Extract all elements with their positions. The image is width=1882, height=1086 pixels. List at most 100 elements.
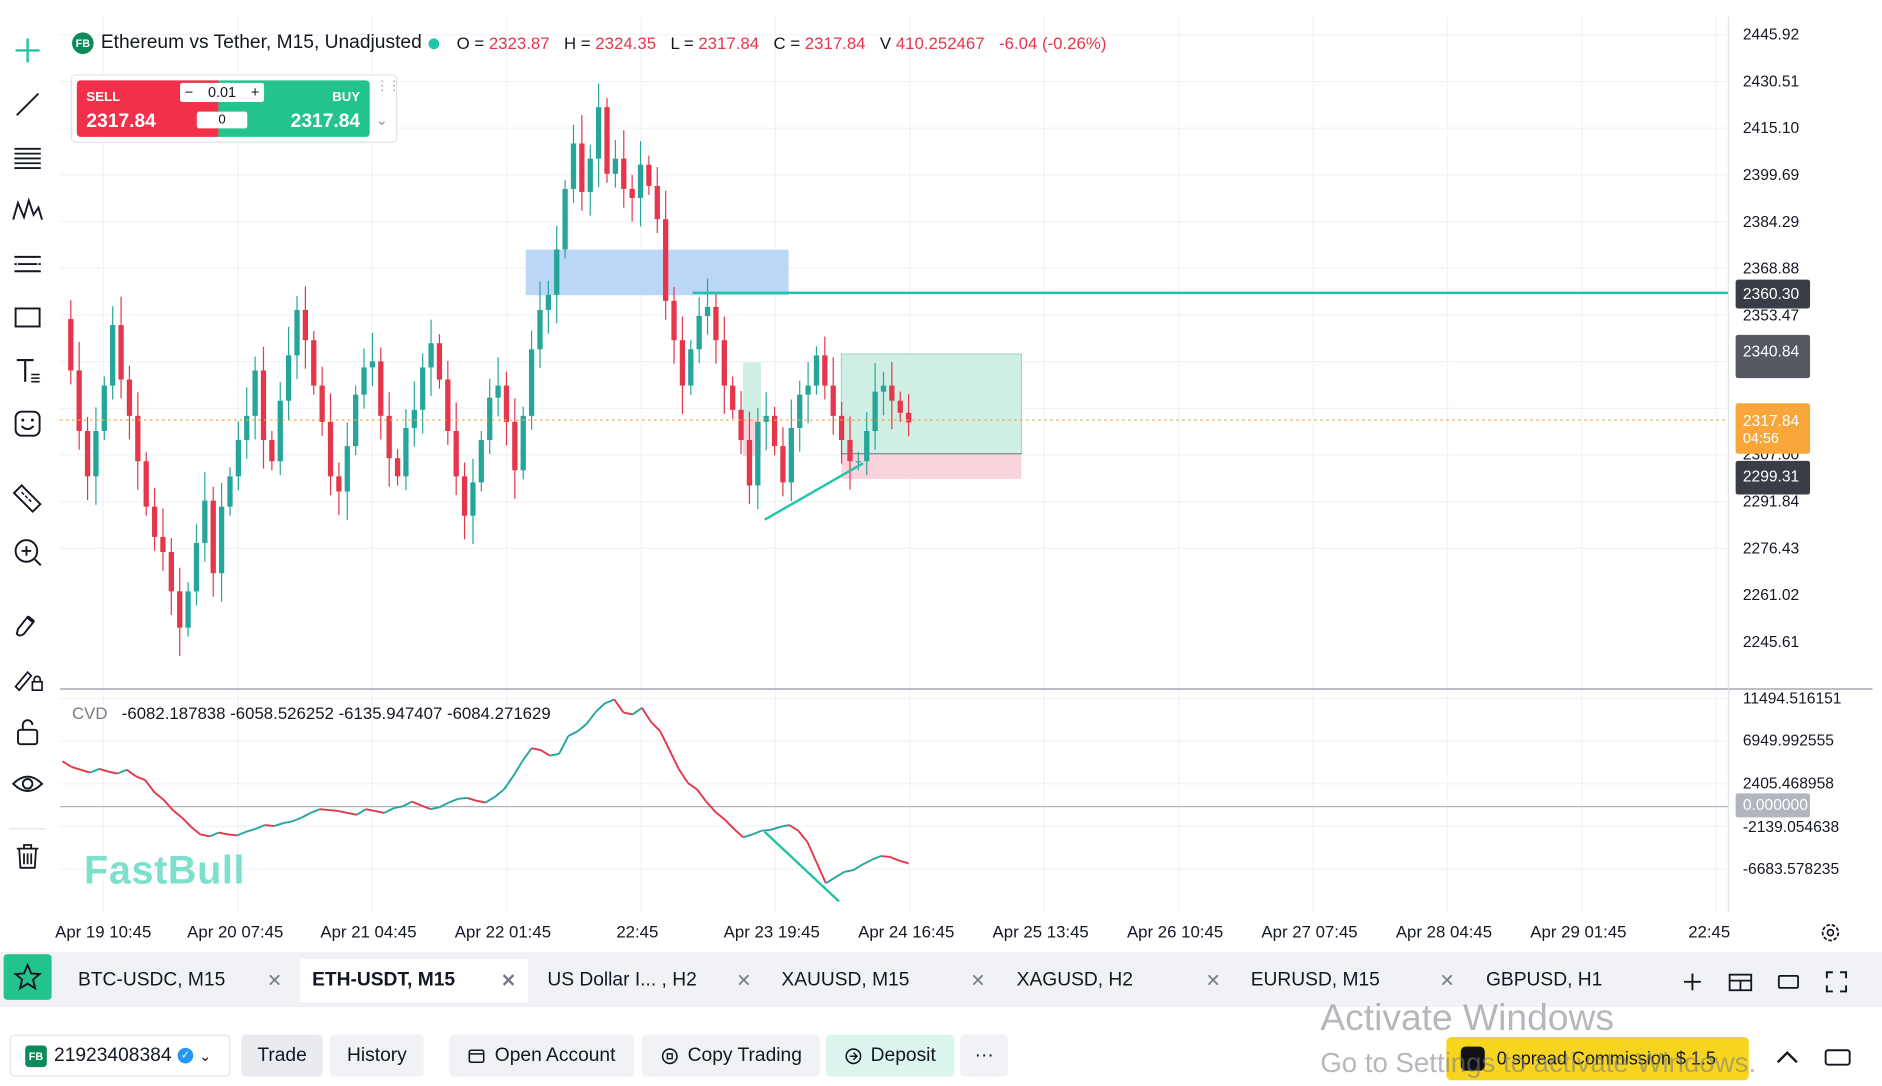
chevron-down-icon[interactable]: ⌄ <box>375 111 388 129</box>
chevron-up-icon[interactable] <box>1772 1042 1803 1073</box>
lock-drawing-brush-icon[interactable] <box>7 657 48 698</box>
cvd-segment <box>604 698 615 705</box>
ruler-measure-tool-icon[interactable] <box>7 478 48 519</box>
tab-eth-usdt[interactable]: ETH-USDT, M15 ✕ <box>300 959 529 1003</box>
candle-body <box>755 421 761 486</box>
increase-qty-button[interactable]: + <box>250 84 260 101</box>
close-tab-icon[interactable]: ✕ <box>1439 971 1455 992</box>
candle-body <box>512 421 518 471</box>
text-tool-icon[interactable] <box>7 350 48 391</box>
close-tab-icon[interactable]: ✕ <box>266 971 283 992</box>
time-tick: Apr 25 13:45 <box>992 921 1089 942</box>
deposit-button[interactable]: Deposit <box>825 1034 955 1077</box>
sell-price: 2317.84 <box>86 111 156 133</box>
price-change: -6.04 (-0.26%) <box>999 33 1107 53</box>
copy-trading-button[interactable]: Copy Trading <box>642 1034 820 1077</box>
time-tick: 22:45 <box>616 921 659 942</box>
close-tab-icon[interactable]: ✕ <box>1205 971 1221 992</box>
more-options-button[interactable]: ··· <box>960 1034 1009 1077</box>
tab-eurusd[interactable]: EURUSD, M15 ✕ <box>1239 959 1467 1002</box>
open-account-button[interactable]: Open Account <box>448 1034 634 1077</box>
trade-button[interactable]: Trade <box>241 1034 323 1077</box>
emoji-sticker-tool-icon[interactable] <box>7 403 48 444</box>
pattern-tool-icon[interactable] <box>7 190 48 231</box>
zoom-in-icon[interactable] <box>7 532 48 573</box>
cvd-label[interactable]: CVD <box>72 703 108 723</box>
quantity-stepper[interactable]: − 0.01 + <box>180 82 265 103</box>
candle-body <box>554 249 560 295</box>
promo-banner[interactable]: 0 spread Commission $ 1.5 <box>1446 1037 1749 1081</box>
candle-body <box>780 446 786 483</box>
candle-body <box>478 440 484 483</box>
trash-icon[interactable] <box>7 835 48 876</box>
layout-grid-icon[interactable] <box>1726 967 1755 996</box>
candle-body <box>277 400 283 462</box>
long-position-stop-zone[interactable] <box>841 453 1022 479</box>
cvd-segment <box>806 841 818 863</box>
candle-body <box>252 370 258 416</box>
candle-body <box>386 415 392 459</box>
close-tab-icon[interactable]: ✕ <box>736 971 752 992</box>
chevron-down-icon: ⌄ <box>199 1047 212 1065</box>
long-position-target-zone[interactable] <box>840 353 1023 455</box>
tab-us-dollar-index[interactable]: US Dollar I... , H2 ✕ <box>535 959 763 1002</box>
close-tab-icon[interactable]: ✕ <box>501 971 517 992</box>
copy-trading-label: Copy Trading <box>687 1044 802 1066</box>
crosshair-tool-icon[interactable] <box>7 30 48 71</box>
cvd-segment <box>292 816 302 823</box>
candle-body <box>738 409 744 441</box>
projection-tool-icon[interactable] <box>7 244 48 285</box>
panel-toggle-icon[interactable] <box>1822 1042 1853 1073</box>
candle-body <box>143 461 149 507</box>
close-tab-icon[interactable]: ✕ <box>970 971 986 992</box>
price-trendline[interactable] <box>763 462 864 521</box>
candle-body <box>637 164 644 198</box>
deposit-label: Deposit <box>870 1044 936 1066</box>
candle-body <box>260 370 267 441</box>
trend-line-tool-icon[interactable] <box>7 84 48 125</box>
cvd-segment <box>834 871 845 879</box>
time-tick: Apr 19 10:45 <box>55 921 152 942</box>
tab-btc-usdc[interactable]: BTC-USDC, M15 ✕ <box>66 959 294 1002</box>
decrease-qty-button[interactable]: − <box>184 84 194 101</box>
account-selector[interactable]: FB 21923408384 ✓ ⌄ <box>9 1034 231 1077</box>
chart-canvas[interactable] <box>0 0 1882 954</box>
cvd-segment <box>494 788 505 798</box>
candle-body <box>805 385 811 395</box>
rectangle-tool-icon[interactable] <box>7 296 48 337</box>
cvd-segment <box>393 805 403 810</box>
candle-body <box>822 355 828 386</box>
add-tab-plus-icon[interactable] <box>1678 967 1707 996</box>
unlock-icon[interactable] <box>7 711 48 752</box>
supply-zone-rectangle[interactable] <box>525 249 789 296</box>
tab-gbpusd[interactable]: GBPUSD, H1 <box>1474 959 1654 1002</box>
drag-handle-icon[interactable]: ⋮⋮ <box>375 79 401 94</box>
tab-xauusd[interactable]: XAUUSD, M15 ✕ <box>769 959 997 1002</box>
favorites-button[interactable] <box>3 954 52 1000</box>
cvd-segment <box>641 707 652 723</box>
cvd-segment <box>365 808 376 812</box>
fullscreen-icon[interactable] <box>1822 967 1851 996</box>
symbol-title[interactable]: Ethereum vs Tether, M15, Unadjusted <box>100 32 422 53</box>
history-button[interactable]: History <box>330 1034 424 1077</box>
candle-body <box>905 412 912 423</box>
chart-settings-gear-icon[interactable] <box>1818 921 1842 945</box>
window-single-icon[interactable] <box>1774 967 1803 996</box>
cvd-trendline[interactable] <box>763 830 840 903</box>
quantity-value[interactable]: 0.01 <box>208 84 237 101</box>
cvd-segment <box>733 828 744 838</box>
cvd-segment <box>503 775 514 791</box>
copy-trading-icon <box>661 1047 678 1064</box>
fib-retracement-tool-icon[interactable] <box>7 137 48 178</box>
candle-body <box>771 415 778 447</box>
cvd-segment <box>650 721 661 733</box>
eye-visibility-icon[interactable] <box>7 763 48 804</box>
tab-xagusd[interactable]: XAGUSD, H2 ✕ <box>1005 959 1233 1002</box>
cvd-segment <box>218 831 229 836</box>
cvd-segment <box>549 752 560 757</box>
promo-icon <box>1460 1046 1485 1071</box>
candle-body <box>227 476 233 507</box>
cvd-segment <box>117 768 128 775</box>
candle-body <box>528 349 535 416</box>
magnet-icon[interactable] <box>7 604 48 645</box>
